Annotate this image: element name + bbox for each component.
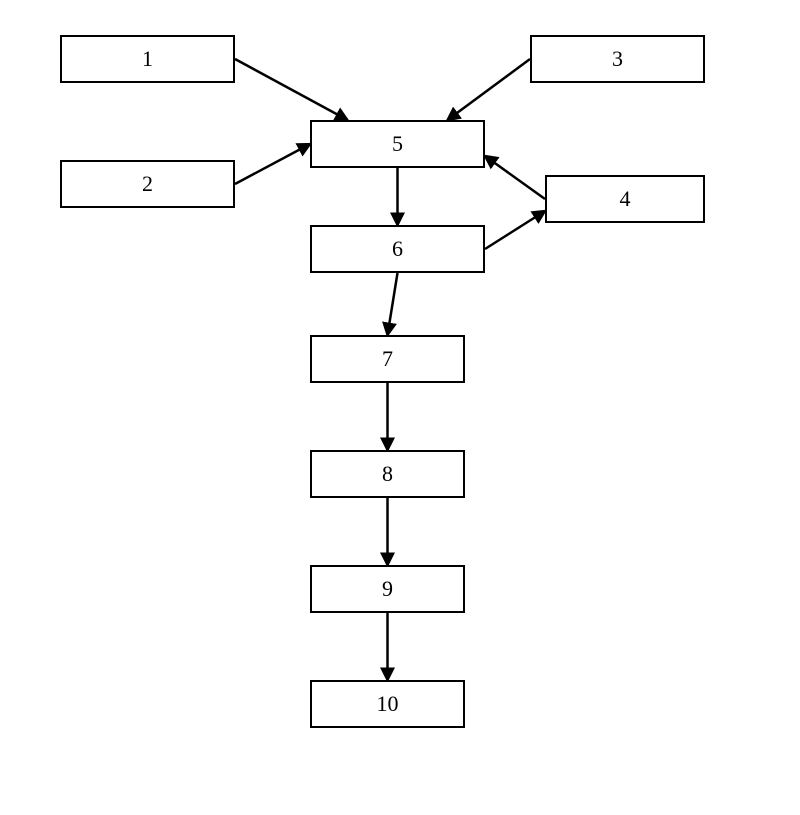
node-label: 3 [612, 46, 623, 72]
node-n3: 3 [530, 35, 705, 83]
node-label: 6 [392, 236, 403, 262]
node-label: 4 [620, 186, 631, 212]
flowchart-canvas: 1 2 3 4 5 6 7 8 9 10 [0, 0, 800, 815]
node-label: 1 [142, 46, 153, 72]
node-n4: 4 [545, 175, 705, 223]
node-label: 5 [392, 131, 403, 157]
edge-n4-to-n5 [485, 156, 545, 199]
node-label: 10 [377, 691, 399, 717]
node-n2: 2 [60, 160, 235, 208]
edge-n3-to-n5 [448, 59, 531, 120]
node-n9: 9 [310, 565, 465, 613]
node-label: 7 [382, 346, 393, 372]
node-n10: 10 [310, 680, 465, 728]
node-n1: 1 [60, 35, 235, 83]
node-n8: 8 [310, 450, 465, 498]
edge-n6-to-n7 [388, 273, 398, 335]
edge-n1-to-n5 [235, 59, 348, 120]
node-label: 8 [382, 461, 393, 487]
node-n7: 7 [310, 335, 465, 383]
node-label: 2 [142, 171, 153, 197]
edge-n2-to-n5 [235, 144, 310, 184]
edge-n6-to-n4 [485, 211, 545, 249]
node-n5: 5 [310, 120, 485, 168]
node-n6: 6 [310, 225, 485, 273]
node-label: 9 [382, 576, 393, 602]
